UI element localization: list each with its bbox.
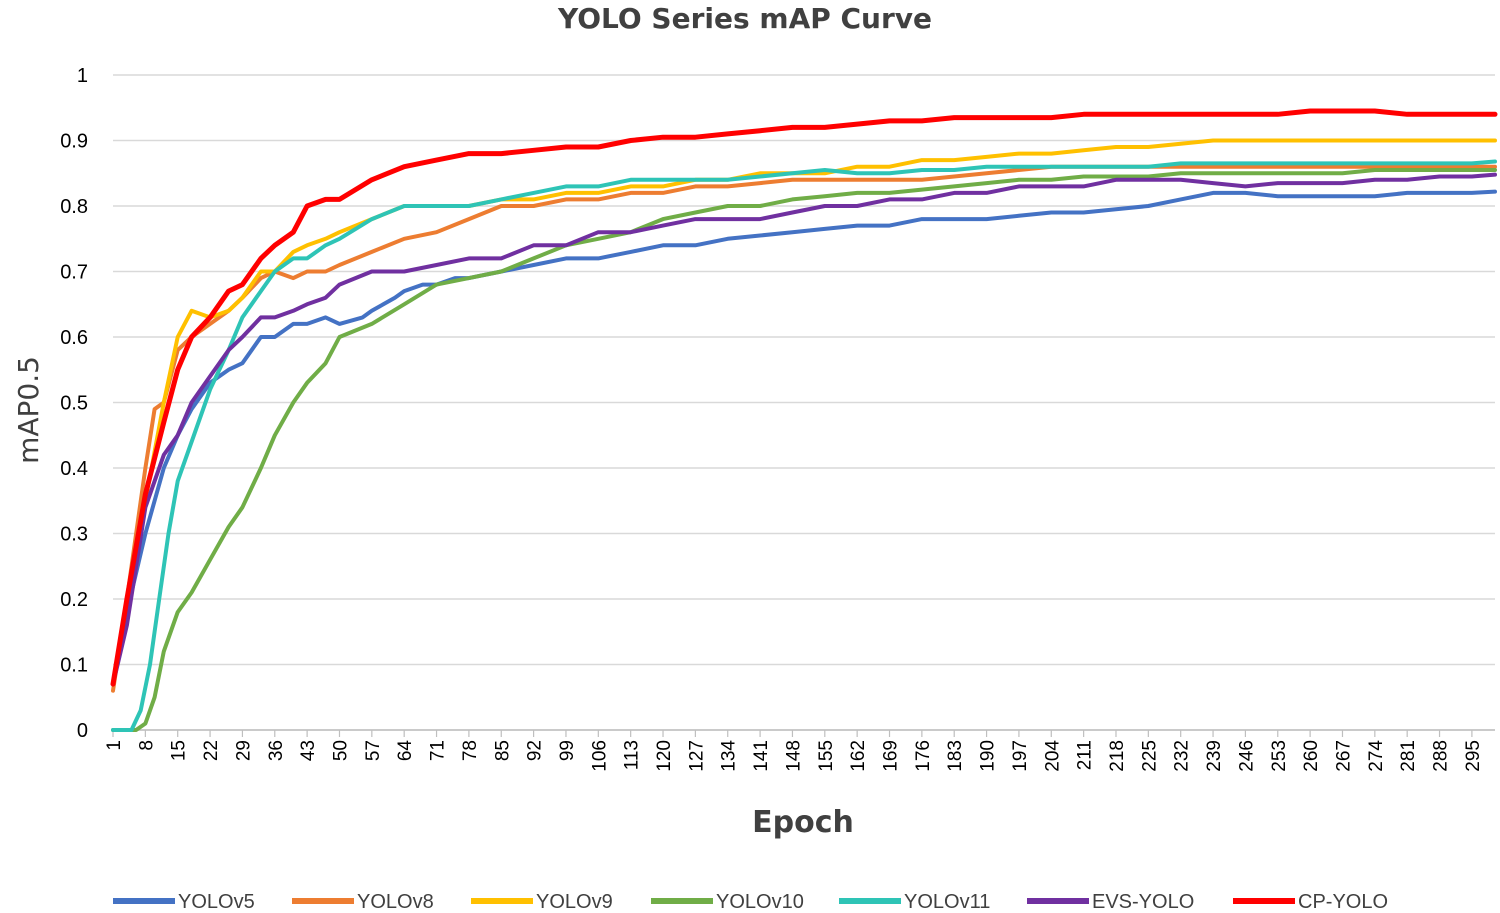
x-axis-label: Epoch (752, 805, 854, 840)
x-axis: 1 8 15 22 29 36 43 50 57 64 71 78 85 92 99 106 113 120 127… (104, 729, 1495, 772)
y-tick-label: 0 (77, 720, 88, 742)
x-tick-label: 246 (1236, 740, 1257, 772)
legend-label: YOLOv10 (716, 891, 804, 913)
series-line-yolov9 (111, 138, 1497, 687)
x-tick-label: 253 (1269, 740, 1290, 772)
y-tick-label: 0.6 (60, 327, 88, 349)
x-tick-label: 134 (719, 740, 740, 772)
x-tick-label: 232 (1172, 740, 1193, 772)
x-tick-label: 218 (1107, 740, 1128, 772)
legend-label: EVS-YOLO (1092, 891, 1194, 913)
x-tick-label: 78 (460, 740, 481, 761)
x-tick-label: 274 (1366, 740, 1387, 772)
x-tick-label: 295 (1463, 740, 1484, 772)
x-tick-label: 15 (169, 740, 190, 761)
y-tick-label: 0.4 (60, 458, 88, 480)
x-tick-label: 36 (266, 740, 287, 761)
x-tick-label: 267 (1333, 740, 1354, 772)
x-tick-label: 141 (751, 740, 772, 772)
x-tick-label: 92 (525, 740, 546, 761)
legend-label: YOLOv9 (536, 891, 613, 913)
series-line-yolov5 (111, 189, 1497, 687)
series-line-yolov10 (111, 168, 1497, 732)
x-tick-label: 99 (557, 740, 578, 761)
y-tick-label: 0.7 (60, 262, 88, 284)
x-tick-label: 64 (395, 740, 416, 762)
x-tick-label: 176 (913, 740, 934, 772)
x-tick-label: 120 (654, 740, 675, 772)
x-tick-label: 211 (1075, 740, 1096, 770)
x-tick-label: 29 (233, 740, 254, 761)
x-tick-label: 162 (848, 740, 869, 772)
legend: YOLOv5 YOLOv8 YOLOv9 YOLOv10 YOLOv11 EVS-YOLO… (113, 891, 1388, 913)
legend-label: YOLOv5 (178, 891, 255, 913)
y-tick-label: 0.5 (60, 393, 88, 415)
x-tick-label: 288 (1431, 740, 1452, 772)
x-tick-label: 169 (881, 740, 902, 772)
y-tick-label: 0.9 (60, 131, 88, 153)
x-tick-label: 8 (136, 740, 157, 751)
y-axis-label: mAP0.5 (12, 356, 45, 464)
x-tick-label: 127 (686, 740, 707, 772)
x-tick-label: 106 (589, 740, 610, 772)
x-tick-label: 57 (363, 740, 384, 761)
x-tick-label: 204 (1042, 740, 1063, 772)
chart-title: YOLO Series mAP Curve (557, 2, 932, 35)
y-tick-label: 0.2 (60, 589, 88, 611)
x-tick-label: 281 (1398, 740, 1419, 772)
y-axis-ticks: 0 0.1 0.2 0.3 0.4 0.5 0.6 0.7 0.8 0.9 1 (60, 65, 88, 742)
y-tick-label: 0.1 (60, 655, 88, 677)
series-line-yolov11 (111, 159, 1497, 732)
x-tick-label: 50 (330, 740, 351, 761)
y-tick-label: 1 (77, 65, 88, 87)
legend-label: CP-YOLO (1298, 891, 1388, 913)
series-line-evs-yolo (111, 172, 1497, 687)
x-tick-label: 43 (298, 740, 319, 761)
x-tick-label: 85 (492, 740, 513, 761)
y-tick-label: 0.8 (60, 196, 88, 218)
x-tick-label: 197 (1010, 740, 1031, 772)
series-line-cp-yolo (110, 108, 1498, 687)
x-tick-label: 155 (816, 740, 837, 772)
series-line-yolov8 (111, 164, 1497, 693)
x-tick-label: 190 (978, 740, 999, 772)
legend-label: YOLOv8 (357, 891, 434, 913)
x-tick-label: 260 (1301, 740, 1322, 772)
x-tick-label: 71 (428, 740, 449, 761)
x-tick-label: 22 (201, 740, 222, 761)
series-lines (110, 108, 1498, 732)
x-tick-label: 225 (1139, 740, 1160, 772)
x-tick-label: 148 (783, 740, 804, 772)
x-tick-label: 239 (1204, 740, 1225, 772)
x-tick-label: 113 (622, 740, 643, 770)
x-tick-label: 183 (945, 740, 966, 772)
y-tick-label: 0.3 (60, 524, 88, 546)
legend-label: YOLOv11 (904, 891, 990, 913)
x-tick-label: 1 (104, 740, 125, 751)
